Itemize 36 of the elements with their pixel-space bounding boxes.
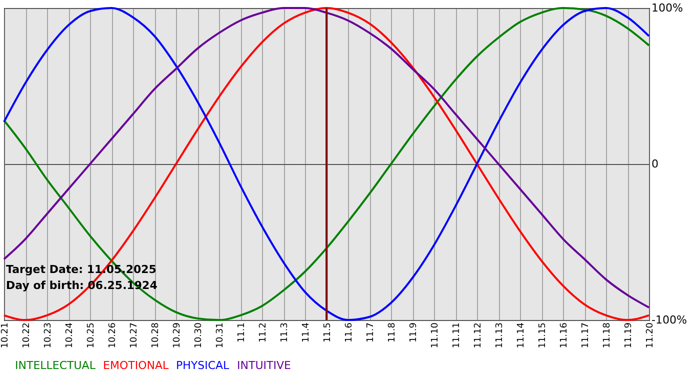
x-tick-label: 11.17 — [581, 322, 591, 348]
x-tick-label: 11.5 — [323, 322, 333, 343]
x-tick-label: 11.4 — [302, 322, 312, 343]
text: INTELLECTUAL — [15, 358, 96, 372]
x-tick-label: 10.22 — [22, 322, 32, 348]
x-tick-label: 11.12 — [474, 322, 484, 348]
x-tick-label: 11.1 — [237, 322, 247, 343]
x-tick-label: 11.19 — [624, 322, 634, 348]
x-tick-label: 11.8 — [388, 322, 398, 343]
x-tick-label: 11.7 — [366, 322, 376, 343]
x-tick-label: 10.24 — [65, 322, 75, 348]
x-tick-label: 10.23 — [44, 322, 54, 348]
x-tick-label: 10.25 — [86, 322, 96, 348]
x-tick-label: 10.30 — [194, 322, 204, 348]
x-tick-label: 11.13 — [495, 322, 505, 348]
x-tick-label: 11.15 — [538, 322, 548, 348]
x-tick-label: 11.9 — [409, 322, 419, 343]
text: INTUITIVE — [237, 358, 291, 372]
x-tick-label: 11.14 — [516, 322, 526, 348]
text: PHYSICAL — [176, 358, 230, 372]
text: EMOTIONAL — [103, 358, 170, 372]
x-tick-label: 10.26 — [108, 322, 118, 348]
x-tick-label: 11.18 — [602, 322, 612, 348]
x-tick-label: 11.3 — [280, 322, 290, 343]
x-tick-label: 10.27 — [130, 322, 140, 348]
x-tick-label: 10.31 — [216, 322, 226, 348]
y-tick-label: 0 — [652, 158, 658, 170]
x-tick-label: 11.2 — [258, 322, 268, 343]
y-tick-label: 100% — [652, 2, 683, 14]
x-tick-label: 10.28 — [151, 322, 161, 348]
x-tick-label: 11.16 — [560, 322, 570, 348]
x-tick-label: 10.21 — [0, 322, 10, 348]
x-tick-label: 10.29 — [172, 322, 182, 348]
x-tick-label: 11.6 — [344, 322, 354, 343]
x-tick-label: 11.10 — [430, 322, 440, 348]
x-tick-label: 11.11 — [452, 322, 462, 348]
